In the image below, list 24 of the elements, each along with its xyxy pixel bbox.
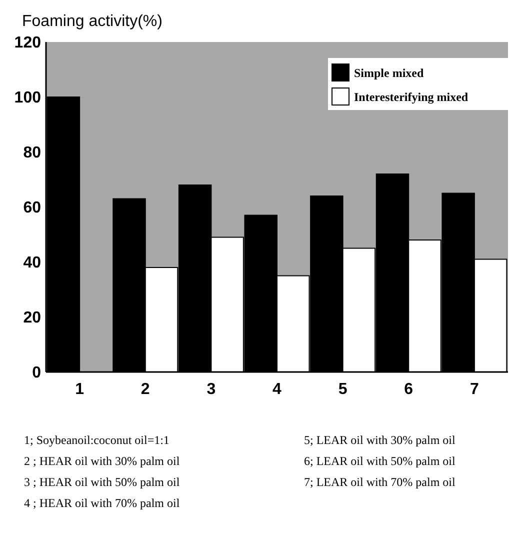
x-tick-label: 5 xyxy=(338,381,348,398)
text: 7; LEAR oil with 70% palm oil xyxy=(304,475,456,489)
x-tick-label: 3 xyxy=(206,381,216,398)
y-tick-label: 100 xyxy=(14,90,42,107)
y-tick-label: 120 xyxy=(14,34,42,52)
x-tick-label: 7 xyxy=(470,381,479,398)
y-axis-title: Foaming activity(%) xyxy=(22,13,162,30)
text: 5; LEAR oil with 30% palm oil xyxy=(304,433,456,447)
legend-label: Simple mixed xyxy=(354,66,424,80)
y-tick-label: 20 xyxy=(23,310,42,327)
text: 6; LEAR oil with 50% palm oil xyxy=(304,454,456,468)
text: 2 ; HEAR oil with 30% palm oil xyxy=(24,454,180,468)
text: 1; Soybeanoil:coconut oil=1:1 xyxy=(24,433,170,447)
y-tick-label: 80 xyxy=(23,144,42,162)
x-tick-label: 2 xyxy=(140,381,150,398)
y-tick-label: 0 xyxy=(32,364,42,382)
x-tick-label: 6 xyxy=(404,381,414,398)
legend-label: Interesterifying mixed xyxy=(354,90,468,104)
text: 4 ; HEAR oil with 70% palm oil xyxy=(24,496,180,510)
y-tick-label: 40 xyxy=(23,254,42,272)
text: 3 ; HEAR oil with 50% palm oil xyxy=(24,475,180,489)
x-tick-label: 4 xyxy=(272,381,282,398)
y-tick-label: 60 xyxy=(23,200,42,217)
x-tick-label: 1 xyxy=(75,381,84,398)
